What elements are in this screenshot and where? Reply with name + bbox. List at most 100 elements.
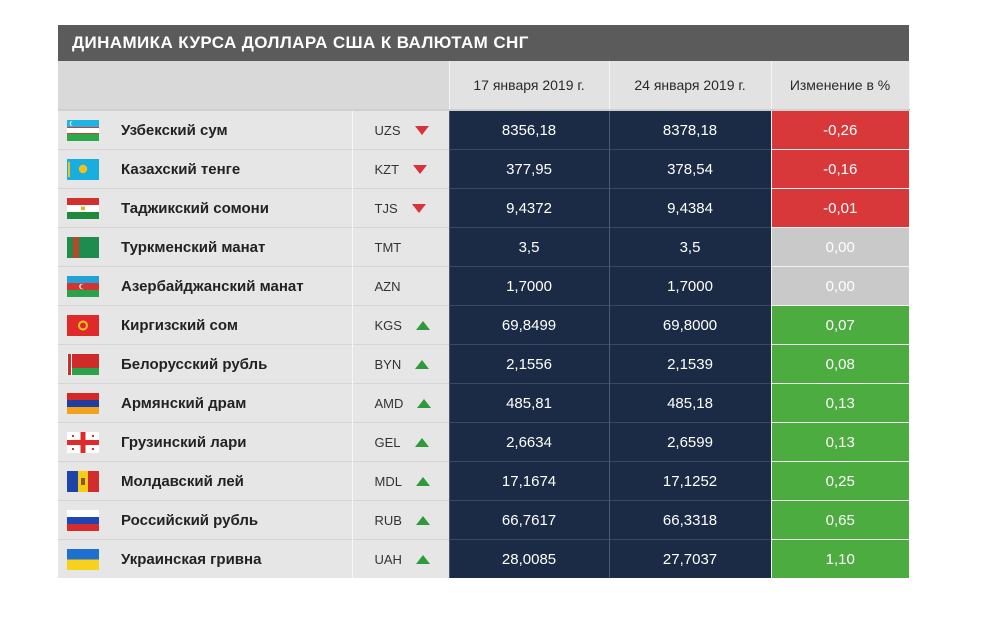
currency-name: Российский рубль [108, 500, 352, 540]
code-wrap: BYN [353, 357, 449, 372]
uzbekistan-flag-icon [67, 119, 99, 141]
rate-jan-17: 1,7000 [448, 266, 610, 306]
rate-jan-17: 9,4372 [448, 188, 610, 228]
change-percent: 0,65 [770, 500, 910, 540]
flag-cell [58, 305, 108, 345]
rate-jan-17: 17,1674 [448, 461, 610, 501]
currency-code: BYN [374, 356, 402, 372]
currency-code-cell: BYN [351, 344, 450, 384]
header-date-2: 24 января 2019 г. [609, 61, 772, 110]
rate-jan-17: 2,1556 [448, 344, 610, 384]
currency-code: KGS [374, 317, 402, 333]
armenia-flag-icon [67, 392, 99, 414]
azerbaijan-flag-icon [67, 275, 99, 297]
arrow-up-icon [415, 359, 430, 369]
currency-code-cell: RUB [351, 500, 450, 540]
arrow-up-icon [415, 515, 430, 525]
currency-code: UZS [374, 122, 401, 138]
currency-name: Казахский тенге [108, 149, 352, 189]
arrow-up-icon [415, 320, 430, 330]
currency-code-cell: GEL [351, 422, 450, 462]
currency-name: Грузинский лари [108, 422, 352, 462]
code-wrap: KZT [353, 162, 449, 177]
rate-jan-17: 485,81 [448, 383, 610, 423]
table-row: Белорусский рубль BYN 2,1556 2,1539 0,08 [58, 344, 910, 384]
belarus-flag-icon [67, 353, 99, 375]
table-row: Российский рубль RUB 66,7617 66,3318 0,65 [58, 500, 910, 540]
currency-code-cell: KZT [351, 149, 450, 189]
table-row: Молдавский лей MDL 17,1674 17,1252 0,25 [58, 461, 910, 501]
rate-jan-17: 28,0085 [448, 539, 610, 578]
header-date-1: 17 января 2019 г. [449, 61, 610, 110]
currency-code: UAH [374, 551, 402, 567]
code-wrap: KGS [353, 318, 449, 333]
header-blank [58, 61, 450, 110]
tajikistan-flag-icon [67, 197, 99, 219]
code-wrap: RUB [353, 513, 449, 528]
currency-code-cell: AMD [351, 383, 450, 423]
arrow-down-icon [413, 164, 428, 174]
change-percent: 1,10 [770, 539, 910, 578]
change-percent: 0,13 [770, 383, 910, 423]
code-wrap: TMT [353, 240, 449, 255]
rate-jan-24: 69,8000 [608, 305, 772, 345]
currency-code: AZN [374, 278, 401, 294]
table-row: Туркменский манат TMT 3,5 3,5 0,00 [58, 227, 910, 267]
kyrgyzstan-flag-icon [67, 314, 99, 336]
currency-name: Белорусский рубль [108, 344, 352, 384]
arrow-up-icon [415, 554, 430, 564]
currency-code: TJS [374, 200, 398, 216]
rate-jan-24: 66,3318 [608, 500, 772, 540]
flag-cell [58, 500, 108, 540]
currency-code: GEL [374, 434, 401, 450]
rate-jan-24: 9,4384 [608, 188, 772, 228]
currency-code: TMT [374, 239, 402, 255]
rate-jan-24: 1,7000 [608, 266, 772, 306]
rate-jan-24: 2,6599 [608, 422, 772, 462]
arrow-down-icon [414, 125, 429, 135]
currency-code: RUB [374, 512, 402, 528]
flag-cell [58, 461, 108, 501]
currency-code-cell: TMT [351, 227, 450, 267]
currency-name: Армянский драм [108, 383, 352, 423]
change-percent: 0,00 [770, 227, 910, 267]
rate-jan-24: 485,18 [608, 383, 772, 423]
moldova-flag-icon [67, 470, 99, 492]
ukraine-flag-icon [67, 548, 99, 570]
georgia-flag-icon [67, 431, 99, 453]
change-percent: -0,01 [770, 188, 910, 228]
currency-name: Украинская гривна [108, 539, 352, 578]
currency-code-cell: TJS [351, 188, 450, 228]
currency-code-cell: AZN [351, 266, 450, 306]
currency-code-cell: UZS [351, 109, 450, 150]
code-wrap: AZN [353, 279, 449, 294]
code-wrap: MDL [353, 474, 449, 489]
rate-jan-24: 3,5 [608, 227, 772, 267]
table-row: Грузинский лари GEL 2,6634 2,6599 0,13 [58, 422, 910, 462]
code-wrap: UAH [353, 552, 449, 567]
table-row: Узбекский сум UZS 8356,18 8378,18 -0,26 [58, 109, 910, 150]
header-row: 17 января 2019 г. 24 января 2019 г. Изме… [58, 61, 910, 110]
table-row: Казахский тенге KZT 377,95 378,54 -0,16 [58, 149, 910, 189]
table-title: ДИНАМИКА КУРСА ДОЛЛАРА США К ВАЛЮТАМ СНГ [58, 25, 909, 61]
rate-jan-17: 377,95 [448, 149, 610, 189]
change-percent: -0,26 [770, 109, 910, 150]
rate-jan-24: 2,1539 [608, 344, 772, 384]
flag-cell [58, 149, 108, 189]
rate-jan-24: 8378,18 [608, 109, 772, 150]
flag-cell [58, 422, 108, 462]
flag-cell [58, 266, 108, 306]
currency-name: Молдавский лей [108, 461, 352, 501]
code-wrap: TJS [353, 201, 449, 216]
rate-jan-17: 69,8499 [448, 305, 610, 345]
flag-cell [58, 344, 108, 384]
rate-jan-24: 17,1252 [608, 461, 772, 501]
currency-name: Киргизский сом [108, 305, 352, 345]
header-change: Изменение в % [771, 61, 910, 110]
rate-jan-17: 66,7617 [448, 500, 610, 540]
currency-name: Узбекский сум [108, 109, 352, 150]
flag-cell [58, 109, 108, 150]
code-wrap: UZS [353, 123, 449, 138]
rate-jan-24: 378,54 [608, 149, 772, 189]
table-row: Украинская гривна UAH 28,0085 27,7037 1,10 [58, 539, 910, 578]
